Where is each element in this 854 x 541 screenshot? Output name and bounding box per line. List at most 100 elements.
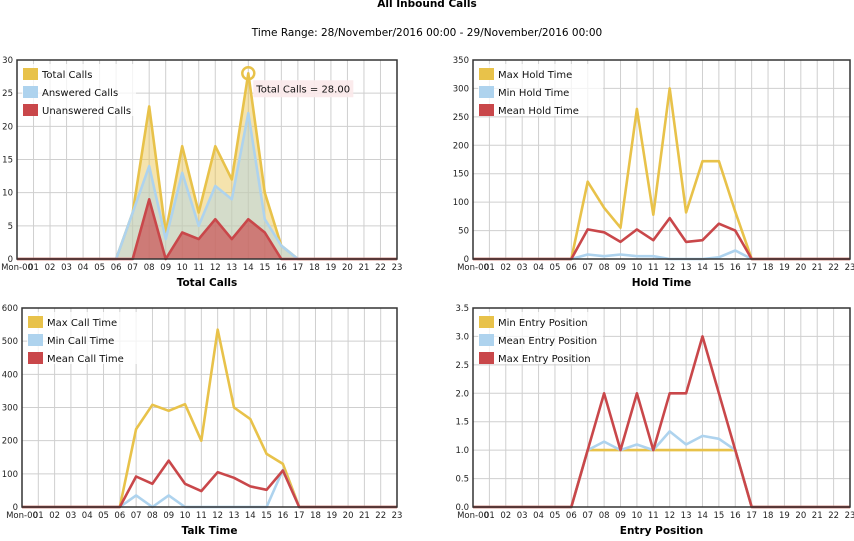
legend-swatch (23, 86, 38, 98)
x-tick-label: 11 (196, 511, 207, 521)
x-tick-label: 10 (631, 511, 642, 521)
x-tick-label: 20 (342, 263, 353, 273)
x-tick-label: 14 (243, 263, 254, 273)
page-title: All Inbound Calls (377, 0, 477, 10)
x-tick-label: 01 (28, 263, 39, 273)
x-tick-label: 20 (795, 263, 806, 273)
x-tick-label: 21 (812, 263, 823, 273)
y-tick-label: 15 (2, 156, 13, 166)
x-tick-label: 07 (127, 263, 138, 273)
tooltip-text: Total Calls = 28.00 (255, 84, 350, 95)
x-tick-label: 10 (177, 263, 188, 273)
y-tick-label: 20 (2, 122, 13, 132)
x-tick-label: 03 (65, 511, 76, 521)
x-tick-label: 21 (812, 511, 823, 521)
x-tick-label: 04 (78, 263, 89, 273)
x-tick-label: 16 (730, 263, 741, 273)
y-tick-label: 50 (458, 227, 469, 237)
y-tick-label: 200 (453, 141, 469, 151)
x-tick-label: 18 (309, 263, 320, 273)
legend-swatch (479, 68, 494, 80)
x-tick-label: Mon-00 (457, 263, 489, 273)
y-tick-label: 10 (2, 189, 13, 199)
legend-swatch (479, 104, 494, 116)
legend-box (478, 64, 603, 116)
x-tick-label: 17 (292, 263, 303, 273)
legend-label: Mean Entry Position (498, 336, 597, 347)
x-tick-label: 22 (828, 263, 839, 273)
legend-label: Mean Call Time (47, 354, 124, 365)
y-tick-label: 3.5 (455, 304, 469, 314)
plot-frame (472, 307, 851, 508)
x-tick-label: 19 (326, 511, 337, 521)
series-area-total-calls (17, 73, 397, 259)
plot-frame (472, 59, 851, 260)
x-tick-label: 01 (33, 511, 44, 521)
x-axis-title: Talk Time (182, 525, 238, 537)
x-tick-label: 15 (261, 511, 272, 521)
x-tick-label: 09 (163, 511, 174, 521)
legend-swatch (28, 334, 43, 346)
legend-label: Min Call Time (47, 336, 114, 347)
x-tick-label: 06 (114, 511, 125, 521)
x-tick-label: 02 (500, 511, 511, 521)
x-tick-label: 17 (294, 511, 305, 521)
y-tick-label: 5 (8, 222, 13, 232)
y-tick-label: 300 (2, 404, 18, 414)
x-tick-label: 08 (599, 263, 610, 273)
x-tick-label: 09 (615, 263, 626, 273)
x-tick-label: 21 (359, 511, 370, 521)
x-tick-label: 18 (763, 511, 774, 521)
x-tick-label: 13 (229, 511, 240, 521)
x-tick-label: 14 (245, 511, 256, 521)
y-tick-label: 0 (464, 255, 469, 265)
x-tick-label: 01 (484, 511, 495, 521)
legend-swatch (479, 86, 494, 98)
legend-swatch (23, 68, 38, 80)
legend-label: Max Call Time (47, 318, 117, 329)
x-tick-label: 05 (550, 263, 561, 273)
y-tick-label: 150 (453, 170, 469, 180)
x-tick-label: 03 (517, 263, 528, 273)
legend-swatch (28, 352, 43, 364)
x-tick-label: 13 (226, 263, 237, 273)
legend-label: Mean Hold Time (498, 106, 579, 117)
y-tick-label: 250 (453, 113, 469, 123)
x-axis-title: Total Calls (177, 277, 238, 289)
x-tick-label: 17 (746, 511, 757, 521)
x-tick-label: 12 (210, 263, 221, 273)
x-tick-label: 21 (359, 263, 370, 273)
y-tick-label: 1.0 (455, 446, 469, 456)
x-tick-label: 14 (697, 511, 708, 521)
x-tick-label: 03 (517, 511, 528, 521)
y-tick-label: 350 (453, 56, 469, 66)
x-tick-label: 23 (845, 511, 854, 521)
x-tick-label: 09 (160, 263, 171, 273)
x-tick-label: 01 (484, 263, 495, 273)
x-tick-label: 06 (566, 511, 577, 521)
x-tick-label: 09 (615, 511, 626, 521)
legend-label: Answered Calls (42, 88, 118, 99)
y-tick-label: 2.5 (455, 361, 469, 371)
x-tick-label: 11 (193, 263, 204, 273)
legend-label: Min Hold Time (498, 88, 569, 99)
x-tick-label: 13 (681, 511, 692, 521)
y-tick-label: 300 (453, 84, 469, 94)
series-line-mean-call-time (22, 459, 397, 509)
x-tick-label: 22 (828, 511, 839, 521)
x-tick-label: 04 (82, 511, 93, 521)
legend-swatch (23, 104, 38, 116)
x-axis-title: Entry Position (620, 525, 703, 537)
x-tick-label: 23 (392, 511, 403, 521)
tooltip-box (253, 80, 354, 98)
plot-frame (16, 59, 398, 260)
x-axis-title: Hold Time (632, 277, 692, 289)
plot-frame (21, 307, 398, 508)
series-line-mean-hold-time (473, 216, 850, 261)
series-line-mean-entry-position (473, 430, 850, 509)
legend-label: Max Hold Time (498, 70, 572, 81)
y-tick-label: 0 (13, 503, 18, 513)
x-tick-label: 14 (697, 263, 708, 273)
